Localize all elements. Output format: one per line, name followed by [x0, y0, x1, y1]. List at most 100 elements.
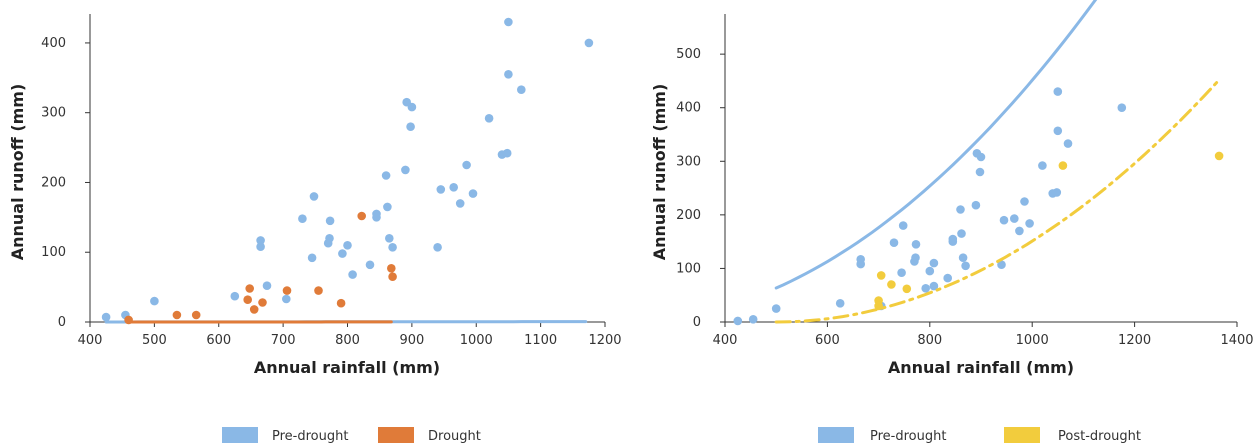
data-point: [348, 270, 357, 279]
data-point: [258, 298, 267, 307]
series-drought: [124, 211, 397, 325]
data-point: [929, 258, 939, 268]
y-tick-label: 300: [676, 154, 701, 169]
x-axis-title: Annual rainfall (mm): [254, 358, 440, 377]
data-point: [948, 237, 958, 246]
legend-swatch: [378, 427, 414, 443]
data-point: [468, 189, 478, 198]
data-point: [961, 261, 970, 271]
x-tick-label: 1000: [1016, 333, 1049, 348]
data-point: [372, 213, 381, 222]
x-tick-label: 600: [206, 333, 231, 348]
y-axis-title: Annual runoff (mm): [8, 84, 27, 261]
data-point: [282, 294, 291, 304]
x-axis-title: Annual rainfall (mm): [888, 358, 1074, 377]
data-point: [256, 242, 265, 251]
data-point: [1025, 219, 1034, 228]
data-point: [1117, 103, 1127, 112]
data-point: [898, 221, 908, 230]
data-point: [584, 38, 594, 48]
legend-swatch: [222, 427, 258, 443]
chart-right: 400 600 800 1000 1200 1400 0 100 200 300 400 500 Ann…: [650, 0, 1254, 443]
data-point: [504, 17, 513, 27]
x-tick-label: 1200: [1118, 333, 1151, 348]
legend-swatch: [818, 427, 854, 443]
data-point: [336, 298, 346, 308]
data-point: [307, 253, 317, 263]
data-point: [388, 272, 397, 282]
data-point: [971, 200, 981, 210]
data-point: [406, 122, 415, 131]
x-tick-label: 400: [713, 333, 738, 348]
data-point: [921, 284, 930, 293]
data-point: [401, 165, 410, 175]
x-tick-label: 600: [815, 333, 840, 348]
data-point: [1053, 87, 1063, 96]
data-point: [343, 241, 352, 250]
data-point: [462, 160, 471, 170]
data-point: [748, 315, 758, 324]
x-tick-label: 1400: [1220, 333, 1253, 348]
data-point: [911, 253, 920, 262]
y-tick-label: 0: [693, 315, 701, 330]
data-point: [1063, 139, 1073, 148]
data-point: [383, 202, 392, 212]
data-point: [385, 234, 394, 243]
trend-line: [774, 0, 1098, 290]
data-point: [999, 215, 1009, 225]
data-point: [249, 305, 259, 314]
y-tick-label: 300: [41, 106, 66, 121]
data-point: [835, 299, 845, 308]
data-point: [245, 284, 254, 293]
data-point: [309, 192, 319, 201]
y-tick-label: 400: [41, 36, 66, 51]
data-point: [338, 249, 347, 258]
x-tick-label: 800: [335, 333, 360, 348]
data-point: [874, 301, 883, 311]
data-point: [1015, 226, 1024, 236]
y-tick-label: 400: [676, 101, 701, 116]
data-point: [436, 185, 446, 194]
data-point: [876, 271, 886, 280]
series-pre-drought: [101, 17, 594, 324]
data-point: [897, 268, 906, 278]
data-point: [902, 284, 912, 294]
data-point: [1058, 161, 1068, 170]
data-point: [517, 85, 526, 94]
x-tick-label: 1200: [588, 333, 621, 348]
legend-label: Post-drought: [1058, 429, 1141, 443]
legend-label: Drought: [428, 429, 481, 443]
y-tick-label: 200: [676, 208, 701, 223]
y-tick-label: 100: [41, 245, 66, 260]
data-point: [433, 243, 442, 252]
y-tick-label: 500: [676, 47, 701, 62]
data-point: [1052, 188, 1062, 197]
data-point: [1053, 126, 1063, 136]
data-point: [256, 236, 265, 245]
x-tick-label: 1000: [460, 333, 493, 348]
legend-swatch: [1004, 427, 1040, 443]
data-point: [230, 291, 240, 301]
data-point: [1010, 214, 1019, 223]
data-point: [943, 273, 952, 283]
x-tick-label: 1100: [524, 333, 557, 348]
chart-left: 400 500 600 700 800 900 1000 1100 1200 0 100 200 300…: [8, 14, 622, 443]
data-point: [771, 304, 781, 313]
y-tick-label: 0: [58, 315, 66, 330]
data-point: [298, 214, 307, 223]
data-point: [365, 260, 375, 270]
data-point: [502, 148, 512, 158]
data-point: [407, 102, 417, 112]
data-point: [889, 238, 899, 247]
data-point: [455, 199, 465, 208]
data-point: [243, 295, 252, 305]
data-point: [929, 281, 939, 291]
data-point: [387, 264, 396, 273]
data-point: [1020, 197, 1029, 206]
trend-line: [774, 78, 1221, 324]
data-point: [1038, 161, 1047, 170]
data-point: [124, 315, 133, 325]
data-point: [172, 310, 182, 320]
data-point: [314, 286, 323, 295]
